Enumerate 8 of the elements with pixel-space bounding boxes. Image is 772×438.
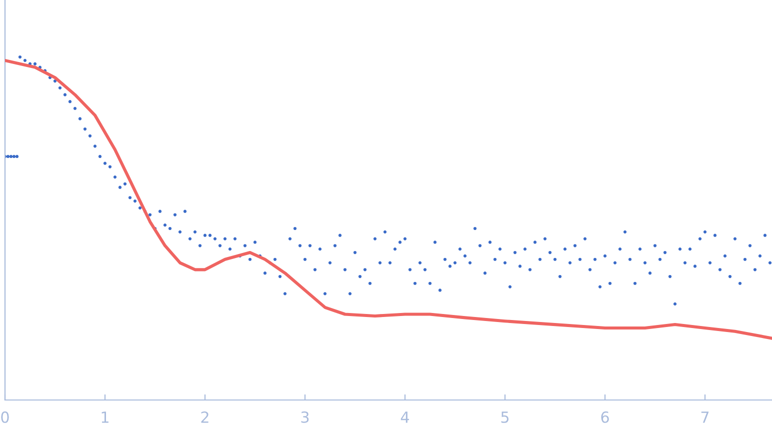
x-tick-label: 2: [201, 411, 208, 423]
x-tick-label: 3: [301, 411, 309, 423]
x-tick-label: 7: [701, 412, 709, 423]
x-tick-label: 0: [1, 411, 9, 423]
x-tick-label: 4: [400, 412, 410, 423]
x-tick-label: 5: [501, 412, 509, 423]
x-tick-label: 1: [102, 412, 108, 423]
x-tick-label: 6: [601, 411, 609, 423]
